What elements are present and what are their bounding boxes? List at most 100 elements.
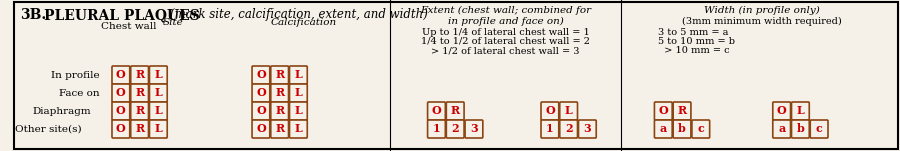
FancyBboxPatch shape <box>541 102 559 120</box>
Text: L: L <box>294 106 302 117</box>
FancyBboxPatch shape <box>271 66 289 84</box>
Text: > 1/2 of lateral chest wall = 3: > 1/2 of lateral chest wall = 3 <box>431 46 580 55</box>
Text: c: c <box>698 124 704 135</box>
Text: R: R <box>135 106 144 117</box>
FancyBboxPatch shape <box>446 102 464 120</box>
FancyBboxPatch shape <box>428 102 446 120</box>
Text: 1: 1 <box>546 124 554 135</box>
FancyBboxPatch shape <box>112 84 130 102</box>
FancyBboxPatch shape <box>130 102 148 120</box>
Text: R: R <box>275 106 284 117</box>
FancyBboxPatch shape <box>692 120 710 138</box>
FancyBboxPatch shape <box>773 120 790 138</box>
FancyBboxPatch shape <box>149 120 167 138</box>
Text: R: R <box>678 106 687 117</box>
FancyBboxPatch shape <box>252 66 270 84</box>
FancyBboxPatch shape <box>465 120 482 138</box>
Text: L: L <box>294 87 302 98</box>
FancyBboxPatch shape <box>541 120 559 138</box>
Text: L: L <box>796 106 805 117</box>
Text: O: O <box>256 106 266 117</box>
Text: O: O <box>116 87 126 98</box>
Text: a: a <box>778 124 786 135</box>
FancyBboxPatch shape <box>428 120 446 138</box>
Text: R: R <box>451 106 460 117</box>
Text: O: O <box>777 106 787 117</box>
Text: O: O <box>116 124 126 135</box>
FancyBboxPatch shape <box>271 84 289 102</box>
Text: 3: 3 <box>470 124 478 135</box>
Text: c: c <box>815 124 823 135</box>
Text: 3 to 5 mm = a: 3 to 5 mm = a <box>659 28 729 37</box>
Text: Calcification: Calcification <box>270 18 337 27</box>
Text: O: O <box>432 106 441 117</box>
Text: Other site(s): Other site(s) <box>14 125 81 133</box>
Text: L: L <box>155 87 162 98</box>
Text: L: L <box>155 124 162 135</box>
Text: Face on: Face on <box>58 88 99 98</box>
Text: O: O <box>659 106 668 117</box>
Text: O: O <box>256 124 266 135</box>
Text: R: R <box>135 87 144 98</box>
FancyBboxPatch shape <box>130 84 148 102</box>
FancyBboxPatch shape <box>112 120 130 138</box>
Text: In profile: In profile <box>50 71 99 79</box>
Text: b: b <box>678 124 686 135</box>
Text: L: L <box>155 106 162 117</box>
Text: 3: 3 <box>583 124 591 135</box>
FancyBboxPatch shape <box>149 66 167 84</box>
FancyBboxPatch shape <box>290 120 307 138</box>
Text: a: a <box>660 124 667 135</box>
Text: 1: 1 <box>433 124 440 135</box>
Text: PLEURAL PLAQUES: PLEURAL PLAQUES <box>44 8 200 22</box>
Text: Width (in profile only): Width (in profile only) <box>704 6 820 15</box>
FancyBboxPatch shape <box>14 2 898 149</box>
Text: O: O <box>116 106 126 117</box>
FancyBboxPatch shape <box>810 120 828 138</box>
Text: Diaphragm: Diaphragm <box>32 106 91 116</box>
FancyBboxPatch shape <box>271 120 289 138</box>
Text: L: L <box>155 69 162 80</box>
FancyBboxPatch shape <box>673 102 691 120</box>
Text: O: O <box>545 106 554 117</box>
FancyBboxPatch shape <box>560 120 578 138</box>
FancyBboxPatch shape <box>654 120 672 138</box>
Text: Chest wall: Chest wall <box>101 22 157 31</box>
Text: 1/4 to 1/2 of lateral chest wall = 2: 1/4 to 1/2 of lateral chest wall = 2 <box>421 37 590 46</box>
Text: O: O <box>116 69 126 80</box>
Text: 2: 2 <box>452 124 459 135</box>
Text: Up to 1/4 of lateral chest wall = 1: Up to 1/4 of lateral chest wall = 1 <box>421 28 590 37</box>
Text: 5 to 10 mm = b: 5 to 10 mm = b <box>659 37 735 46</box>
Text: R: R <box>135 69 144 80</box>
FancyBboxPatch shape <box>791 120 809 138</box>
FancyBboxPatch shape <box>271 102 289 120</box>
Text: (mark site, calcification, extent, and width): (mark site, calcification, extent, and w… <box>170 8 428 21</box>
Text: O: O <box>256 69 266 80</box>
FancyBboxPatch shape <box>673 120 691 138</box>
Text: R: R <box>275 69 284 80</box>
Text: Extent (chest wall; combined for: Extent (chest wall; combined for <box>420 6 591 15</box>
Text: (3mm minimum width required): (3mm minimum width required) <box>682 17 842 26</box>
Text: L: L <box>294 124 302 135</box>
Text: in profile and face on): in profile and face on) <box>447 17 563 26</box>
Text: R: R <box>275 87 284 98</box>
Text: 3B.: 3B. <box>21 8 47 22</box>
FancyBboxPatch shape <box>112 102 130 120</box>
Text: O: O <box>256 87 266 98</box>
FancyBboxPatch shape <box>290 84 307 102</box>
Text: L: L <box>564 106 572 117</box>
FancyBboxPatch shape <box>579 120 596 138</box>
Text: R: R <box>275 124 284 135</box>
Text: L: L <box>294 69 302 80</box>
Text: > 10 mm = c: > 10 mm = c <box>659 46 730 55</box>
FancyBboxPatch shape <box>149 84 167 102</box>
FancyBboxPatch shape <box>252 120 270 138</box>
Text: b: b <box>796 124 805 135</box>
FancyBboxPatch shape <box>446 120 464 138</box>
FancyBboxPatch shape <box>654 102 672 120</box>
FancyBboxPatch shape <box>290 66 307 84</box>
FancyBboxPatch shape <box>290 102 307 120</box>
FancyBboxPatch shape <box>130 66 148 84</box>
FancyBboxPatch shape <box>560 102 578 120</box>
Text: Site: Site <box>163 18 184 27</box>
